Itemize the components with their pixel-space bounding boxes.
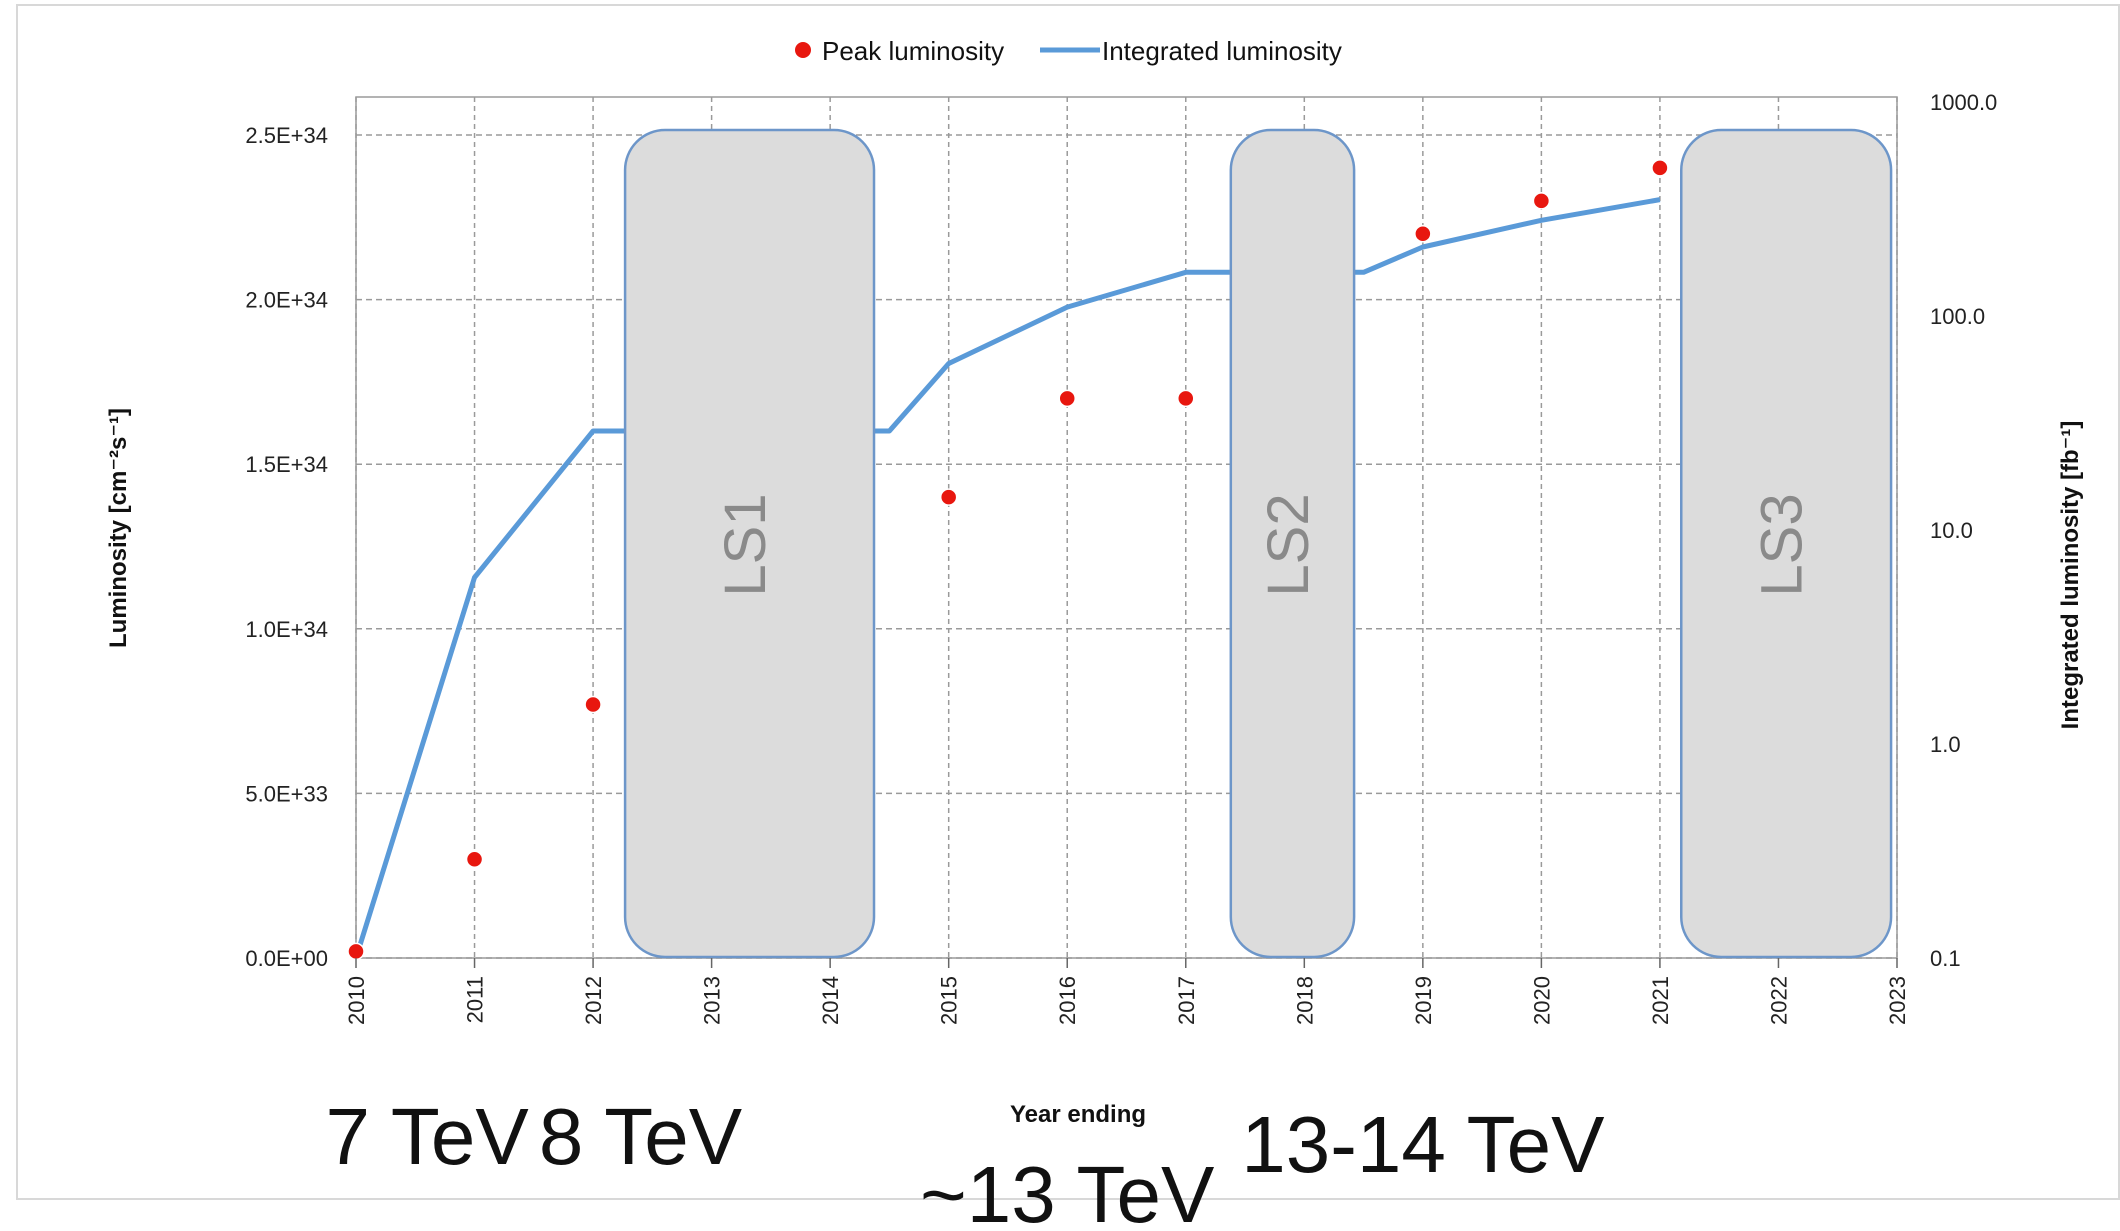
shutdown-periods: LS1 LS2 LS3: [623, 128, 1893, 959]
energy-annotations: 7 TeV 8 TeV ~13 TeV 13-14 TeV: [326, 1092, 1606, 1231]
shutdown-label: LS1: [713, 493, 778, 596]
x-tick-label: 2010: [344, 976, 369, 1025]
x-axis-title: Year ending: [1010, 1101, 1146, 1128]
shutdown-box: [1680, 128, 1893, 959]
energy-label: ~13 TeV: [920, 1150, 1215, 1231]
legend-peak-marker: [795, 42, 811, 58]
peak-luminosity-point: [1177, 389, 1195, 408]
x-tick-label: 2022: [1766, 976, 1791, 1025]
peak-luminosity-point: [1058, 389, 1076, 408]
energy-label: 13-14 TeV: [1241, 1100, 1605, 1189]
y2-axis-title: Integrated luminosity [fb⁻¹]: [2057, 421, 2084, 730]
legend-peak-label: Peak luminosity: [822, 36, 1004, 66]
shutdown-label: LS3: [1749, 493, 1814, 596]
plot-border: [355, 96, 1898, 959]
y-tick-label: 2.0E+34: [245, 288, 328, 313]
shutdown-ls1: LS1: [623, 128, 876, 959]
energy-label: 7 TeV: [326, 1092, 530, 1181]
energy-label: 8 TeV: [539, 1092, 743, 1181]
shutdown-ls3: LS3: [1680, 128, 1893, 959]
peak-luminosity-point: [465, 850, 484, 868]
y2-tick-label: 100.0: [1930, 304, 1985, 329]
shutdown-box: [623, 128, 876, 959]
y-tick-label: 5.0E+33: [245, 781, 328, 806]
y2-tick-label: 1000.0: [1930, 90, 1997, 115]
x-tick-label: 2017: [1174, 976, 1199, 1025]
legend: Peak luminosity Integrated luminosity: [795, 36, 1342, 66]
shutdown-ls2: LS2: [1229, 128, 1356, 959]
x-tick-label: 2023: [1885, 976, 1910, 1025]
axis-ticks: 0.0E+00 5.0E+33 1.0E+34 1.5E+34 2.0E+34 2.5E+…: [245, 90, 1997, 1025]
y-axis-title: Luminosity [cm⁻²s⁻¹]: [105, 408, 132, 648]
x-tick-label: 2011: [463, 976, 488, 1023]
x-tick-label: 2012: [581, 976, 606, 1025]
peak-luminosity-point: [1414, 225, 1432, 243]
legend-integrated-label: Integrated luminosity: [1102, 36, 1342, 66]
peak-luminosity-point: [1651, 159, 1669, 177]
x-tick-label: 2014: [818, 976, 843, 1025]
peak-luminosity-point: [939, 488, 958, 506]
y2-tick-label: 10.0: [1930, 518, 1973, 543]
peak-luminosity-point: [584, 695, 602, 714]
peak-luminosity-point: [347, 942, 365, 961]
x-tick-label: 2020: [1529, 976, 1554, 1025]
x-tick-label: 2016: [1055, 976, 1080, 1025]
shutdown-box: [1229, 128, 1356, 959]
x-tick-label: 2019: [1411, 976, 1436, 1025]
plot-area: [355, 96, 1898, 959]
integrated-luminosity-line: [353, 197, 1661, 959]
x-tick-label: 2021: [1648, 976, 1673, 1025]
shutdown-label: LS2: [1256, 493, 1321, 596]
y-tick-label: 2.5E+34: [245, 123, 328, 148]
y2-tick-label: 1.0: [1930, 732, 1961, 757]
x-tick-label: 2018: [1292, 976, 1317, 1025]
peak-luminosity-series: [347, 159, 1669, 961]
peak-luminosity-point: [1532, 192, 1551, 210]
y-tick-label: 1.0E+34: [245, 617, 328, 642]
y-tick-label: 1.5E+34: [245, 452, 328, 477]
x-tick-label: 2015: [937, 976, 962, 1025]
y2-tick-label: 0.1: [1930, 946, 1961, 971]
x-tick-label: 2013: [700, 976, 725, 1025]
grid: [355, 97, 1898, 959]
y-tick-label: 0.0E+00: [245, 946, 328, 971]
integrated-luminosity-series: [353, 197, 1661, 959]
